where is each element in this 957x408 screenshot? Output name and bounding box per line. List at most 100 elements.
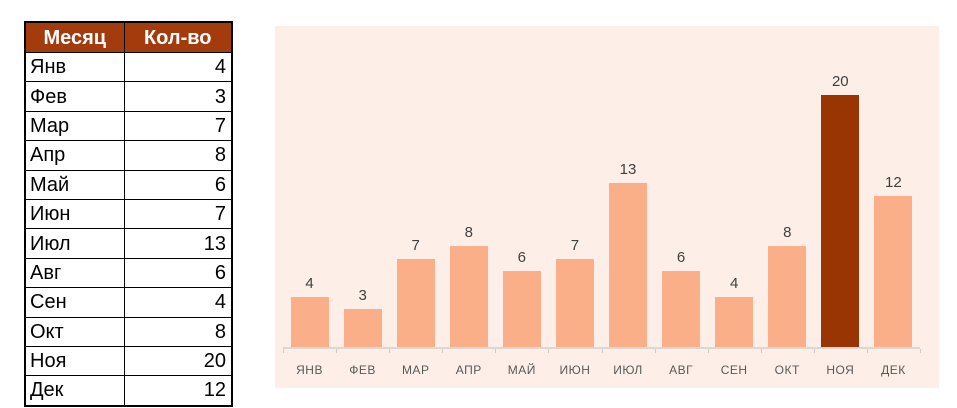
table-header-count[interactable]: Кол-во (123, 21, 233, 53)
bar-value-label: 7 (570, 236, 580, 254)
x-axis-label: ИЮЛ (613, 363, 643, 377)
x-axis-tick (283, 349, 284, 353)
bar-value-label: 20 (831, 73, 849, 90)
month-cell[interactable]: Ноя (24, 345, 125, 377)
bar-value-label: 6 (517, 249, 527, 267)
count-cell[interactable]: 13 (123, 228, 233, 259)
chart-category: 7 (548, 26, 601, 347)
bar-value-label: 8 (464, 224, 473, 242)
month-table-body: Янв 4 Фев 3 Мар 7 Апр 8 Май 6 Июн 7 Июл 13 Авг 6 Сен 4 Окт… (24, 51, 233, 407)
x-axis-tick (495, 349, 497, 353)
bar-value-label: 3 (358, 287, 367, 305)
chart-category: 8 (761, 26, 814, 347)
bar-value-label: 4 (729, 274, 739, 292)
month-cell[interactable]: Июн (24, 198, 125, 230)
chart-bar[interactable] (662, 271, 701, 347)
month-cell[interactable]: Апр (24, 140, 125, 171)
month-cell[interactable]: Дек (24, 375, 125, 407)
x-axis-tick (920, 349, 921, 353)
table-row: Сен 4 (24, 287, 233, 318)
x-axis-tick (866, 349, 868, 353)
x-axis-label: МАР (401, 363, 430, 377)
table-row: Ноя 20 (24, 345, 233, 377)
chart-category: 8 (442, 26, 495, 347)
count-cell[interactable]: 7 (123, 198, 233, 230)
x-axis-tick (813, 349, 815, 353)
count-cell[interactable]: 3 (123, 81, 233, 112)
x-axis-tick (336, 349, 338, 353)
count-cell[interactable]: 12 (123, 375, 233, 407)
chart-category: 3 (336, 26, 389, 347)
chart-bar[interactable] (502, 271, 541, 347)
x-axis-label: АВГ (669, 363, 694, 377)
count-cell[interactable]: 4 (123, 287, 233, 318)
month-cell[interactable]: Мар (24, 110, 125, 142)
x-axis-label: ЯНВ (296, 363, 323, 377)
chart-category: 7 (389, 26, 442, 347)
table-row: Май 6 (24, 169, 233, 200)
chart-bar[interactable] (821, 95, 860, 347)
bar-value-label: 4 (305, 274, 314, 292)
x-axis-tick (760, 349, 762, 353)
chart-category: 13 (601, 26, 654, 347)
table-row: Мар 7 (24, 110, 233, 142)
chart-bar[interactable] (768, 246, 807, 347)
count-cell[interactable]: 8 (123, 140, 233, 171)
x-axis-tick (654, 349, 656, 353)
x-axis-labels: ЯНВ ФЕВ МАР АПР МАЙ ИЮН ИЮЛ АВГ СЕН ОКТ НОЯ ДЕК (283, 358, 920, 378)
x-axis-label: НОЯ (826, 363, 855, 377)
count-cell[interactable]: 8 (123, 316, 233, 347)
chart-category: 12 (867, 26, 920, 347)
chart-category: 20 (814, 26, 867, 347)
chart-bar[interactable] (343, 309, 382, 347)
month-cell[interactable]: Авг (24, 257, 125, 289)
x-axis-tick (548, 349, 550, 353)
x-axis-tick (442, 349, 444, 353)
table-row: Дек 12 (24, 375, 233, 407)
count-cell[interactable]: 6 (123, 257, 233, 289)
x-axis-label: ИЮН (559, 363, 591, 377)
month-cell[interactable]: Май (24, 169, 125, 200)
x-axis-label: ОКТ (774, 363, 800, 377)
x-axis-tick (707, 349, 709, 353)
bar-value-label: 12 (885, 173, 902, 191)
month-cell[interactable]: Фев (24, 81, 125, 112)
chart-bar[interactable] (715, 296, 754, 347)
count-cell[interactable]: 4 (123, 51, 233, 83)
month-cell[interactable]: Июл (24, 228, 125, 259)
table-row: Апр 8 (24, 140, 233, 171)
x-axis-line (283, 347, 920, 349)
month-cell[interactable]: Янв (24, 51, 125, 83)
chart-bar[interactable] (609, 183, 647, 347)
x-axis-label: АПР (455, 363, 482, 377)
table-row: Авг 6 (24, 257, 233, 289)
table-header-month[interactable]: Месяц (24, 21, 125, 53)
bar-value-label: 7 (411, 236, 420, 254)
bar-value-label: 8 (783, 224, 792, 242)
month-table: Месяц Кол-во Янв 4 Фев 3 Мар 7 Апр 8 Май 6 Июн 7 Июл… (24, 21, 233, 407)
chart-bar[interactable] (555, 258, 594, 347)
bar-value-label: 13 (619, 161, 637, 179)
bar-value-label: 6 (676, 249, 686, 267)
x-axis-tick (601, 349, 603, 353)
table-header-row: Месяц Кол-во (24, 21, 233, 53)
table-row: Июл 13 (24, 228, 233, 259)
chart-bar[interactable] (874, 195, 913, 347)
chart-category: 6 (655, 26, 708, 347)
count-cell[interactable]: 7 (123, 110, 233, 142)
chart-category: 4 (283, 26, 336, 347)
x-axis-label: МАЙ (507, 363, 536, 377)
chart-bar[interactable] (449, 246, 488, 347)
chart-bar[interactable] (290, 296, 329, 347)
table-row: Окт 8 (24, 316, 233, 347)
x-axis-label: СЕН (720, 363, 748, 377)
month-cell[interactable]: Сен (24, 287, 125, 318)
chart-category: 6 (495, 26, 548, 347)
x-axis-label: ФЕВ (349, 363, 376, 377)
table-row: Июн 7 (24, 198, 233, 230)
table-row: Фев 3 (24, 81, 233, 112)
month-cell[interactable]: Окт (24, 316, 125, 347)
count-cell[interactable]: 20 (123, 345, 233, 377)
chart-bar[interactable] (396, 258, 435, 347)
count-cell[interactable]: 6 (123, 169, 233, 200)
